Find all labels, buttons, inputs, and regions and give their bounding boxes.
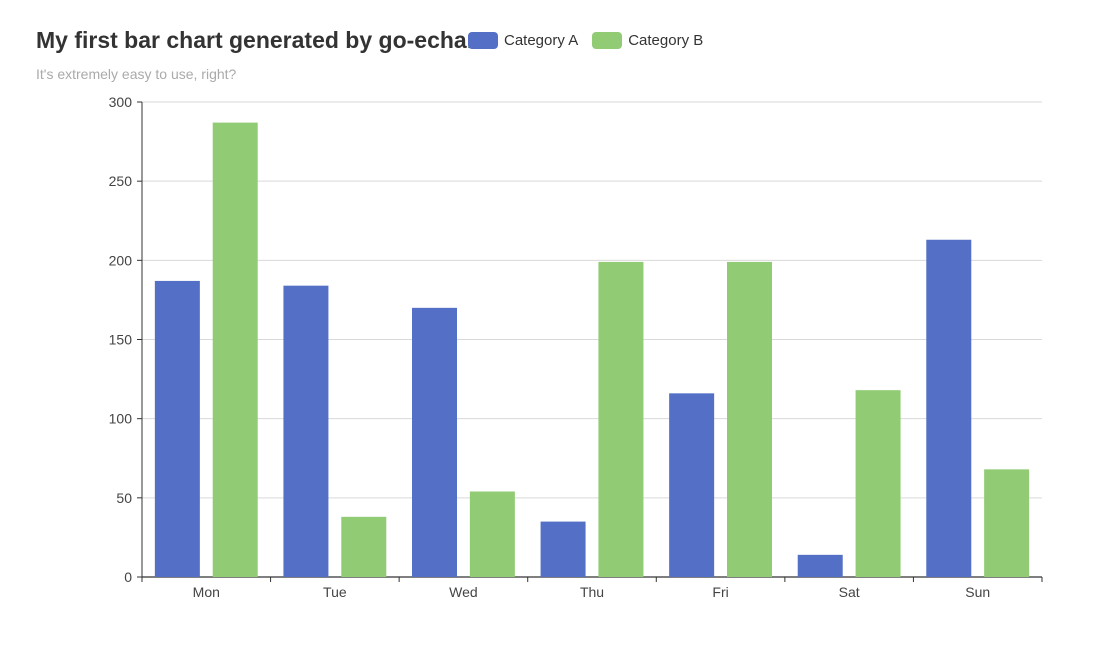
x-tick-label: Mon (193, 584, 220, 600)
y-tick-label: 250 (109, 173, 133, 189)
bar-category-a-sat (797, 554, 843, 577)
chart-subtitle: It's extremely easy to use, right? (36, 66, 237, 82)
y-tick-label: 100 (109, 411, 133, 427)
bar-category-b-sun (984, 469, 1030, 577)
x-tick-label: Thu (580, 584, 604, 600)
x-tick-label: Sun (965, 584, 990, 600)
bar-category-a-wed (412, 307, 457, 577)
legend-item-category-b[interactable]: Category B (592, 32, 703, 49)
bar-category-b-fri (727, 261, 772, 577)
legend: Category A Category B (468, 32, 703, 49)
bar-category-a-sun (926, 239, 972, 577)
bar-category-b-thu (598, 261, 644, 577)
bar-category-b-wed (469, 491, 515, 577)
chart-title: My first bar chart generated by go-echar… (36, 27, 497, 53)
y-tick-label: 300 (109, 94, 133, 110)
bar-category-a-thu (540, 521, 586, 577)
legend-swatch-category-a (468, 32, 498, 49)
x-tick-label: Sat (839, 584, 860, 600)
legend-label-category-b: Category B (628, 32, 704, 49)
legend-label-category-a: Category A (504, 32, 579, 49)
bar-category-a-mon (154, 280, 200, 577)
bar-category-a-fri (669, 393, 715, 577)
y-tick-label: 200 (109, 252, 133, 268)
legend-swatch-category-b (592, 32, 623, 49)
x-tick-label: Tue (323, 584, 347, 600)
y-tick-label: 50 (116, 490, 132, 506)
bar-category-a-tue (283, 285, 329, 577)
bar-category-b-sat (855, 390, 901, 577)
legend-item-category-a[interactable]: Category A (468, 32, 578, 49)
x-tick-label: Fri (712, 584, 728, 600)
y-tick-label: 0 (124, 569, 132, 585)
bar-category-b-tue (341, 516, 387, 577)
y-tick-label: 150 (109, 332, 133, 348)
x-tick-label: Wed (449, 584, 478, 600)
bar-category-b-mon (212, 122, 258, 577)
